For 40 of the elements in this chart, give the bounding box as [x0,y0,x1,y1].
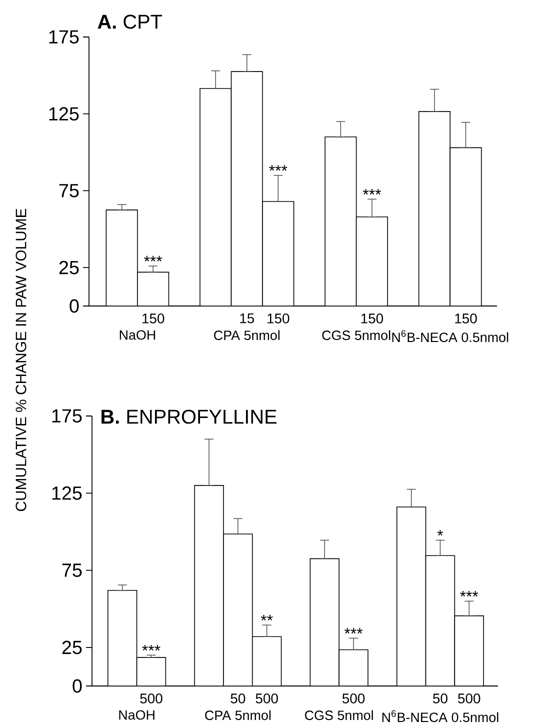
y-tick-label: 0 [70,299,79,313]
y-axis-title: CUMULATIVE % CHANGE IN PAW VOLUME [16,208,26,512]
y-tick-label: 25 [62,640,82,654]
x-tick-label: 500 [256,694,278,704]
x-tick-label: 150 [455,314,477,324]
text: N$^{6}$B-NECA 0.5nmol [382,710,498,722]
x-tick-label: 50 [230,694,246,704]
text: CGS 5nmol [322,330,390,340]
data-label: *** [362,189,381,195]
text: NaOH [120,330,156,340]
x-tick-label: 500 [140,694,162,704]
y-tick-label: 0 [72,679,82,693]
data-label: * [437,530,444,536]
data-label: *** [344,628,363,634]
data-label: *** [269,165,288,171]
text: N$^{6}$B-NECA 0.5nmol [392,330,508,342]
data-label: *** [144,256,162,262]
y-tick-label: 175 [52,409,82,423]
y-tick-label: 175 [49,30,79,44]
text: CGS 5nmol [305,710,373,720]
x-tick-label: 500 [342,694,365,704]
y-tick-label: 75 [62,564,82,577]
data-label: *** [142,644,160,651]
x-tick-label: 150 [268,314,290,324]
x-tick-label: 500 [458,694,480,704]
x-tick-label: 150 [361,314,384,324]
text: CPA 5nmol [205,710,271,720]
y-tick-label: 25 [59,260,79,274]
data-label: *** [460,590,478,597]
y-tick-label: 125 [52,486,82,500]
x-tick-label: 15 [240,314,254,324]
x-tick-label: 150 [142,314,164,324]
y-tick-label: 125 [49,107,79,121]
x-tick-label: 50 [433,694,448,704]
text: CPA 5nmol [214,330,280,340]
text: NaOH [119,710,154,720]
chart-title: A. CPT [98,14,162,29]
data-label: ** [260,614,273,620]
chart-title: B. ENPROFYLLINE [102,410,276,424]
y-tick-label: 75 [59,184,79,198]
